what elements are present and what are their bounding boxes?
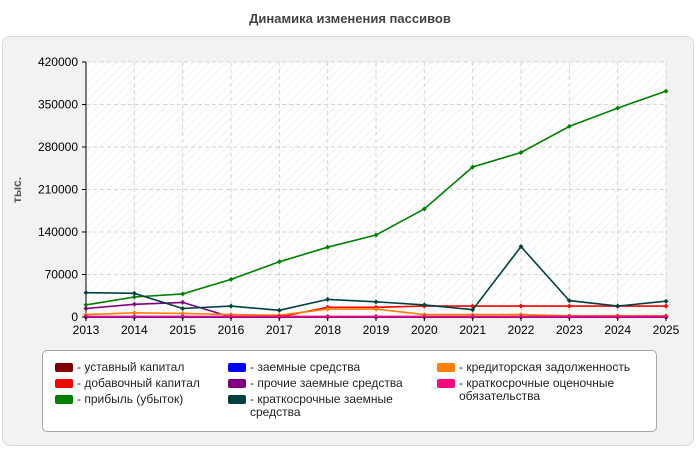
- y-tick-label: 420000: [38, 55, 78, 69]
- legend: - уставный капитал - заемные средства - кр…: [42, 350, 657, 432]
- legend-item: - прочие заемные средства: [228, 377, 418, 390]
- series-2-point: [663, 88, 669, 94]
- legend-item: - краткосрочные оценочные обязательства: [437, 377, 652, 403]
- series-6-point: [373, 306, 379, 312]
- x-tick-label: 2015: [169, 323, 196, 337]
- y-tick-label: 0: [71, 310, 78, 324]
- legend-label: - уставный капитал: [77, 360, 185, 374]
- x-tick-label: 2021: [459, 323, 486, 337]
- legend-swatch: [228, 395, 246, 404]
- x-tick-label: 2019: [363, 323, 390, 337]
- series-2-point: [518, 149, 524, 155]
- series-5-point: [663, 298, 669, 304]
- series-4-point: [83, 306, 89, 311]
- legend-label: - краткосрочные оценочные обязательства: [459, 376, 615, 403]
- y-tick-label: 350000: [38, 98, 78, 112]
- series-7-point: [663, 313, 669, 319]
- x-tick-label: 2020: [411, 323, 438, 337]
- series-5-point: [180, 306, 186, 311]
- series-2-point: [615, 105, 621, 111]
- legend-item: - прибыль (убыток): [55, 393, 245, 406]
- series-7-point: [615, 313, 621, 319]
- legend-swatch: [437, 379, 455, 388]
- legend-swatch: [228, 363, 246, 372]
- series-1-point: [518, 303, 524, 309]
- series-2-point: [83, 302, 89, 308]
- series-2-point: [180, 291, 186, 297]
- series-4-point: [180, 299, 186, 305]
- y-tick-label: 210000: [38, 183, 78, 197]
- x-tick-label: 2023: [556, 323, 583, 337]
- legend-label: - прочие заемные средства: [250, 376, 403, 390]
- series-5-point: [83, 290, 89, 296]
- series-5-point: [421, 302, 427, 308]
- legend-label: - прибыль (убыток): [77, 392, 184, 406]
- y-tick-label: 280000: [38, 140, 78, 154]
- series-2-point: [470, 164, 476, 170]
- series-5-point: [615, 303, 621, 309]
- series-7-point: [131, 313, 137, 319]
- series-7-point: [470, 313, 476, 319]
- series-7-point: [180, 313, 186, 319]
- x-tick-label: 2018: [314, 323, 341, 337]
- legend-swatch: [228, 379, 246, 388]
- x-tick-label: 2022: [508, 323, 535, 337]
- legend-label: - заемные средства: [250, 360, 361, 374]
- series-7-point: [566, 313, 572, 319]
- series-5-point: [373, 299, 379, 305]
- series-4-point: [131, 301, 137, 307]
- series-2-point: [228, 276, 234, 282]
- series-7-point: [421, 313, 427, 319]
- legend-swatch: [55, 395, 73, 404]
- series-5-point: [470, 307, 476, 313]
- series-7-point: [373, 313, 379, 319]
- series-7-point: [518, 313, 524, 319]
- legend-item: - добавочный капитал: [55, 377, 245, 390]
- series-2-point: [131, 294, 137, 300]
- x-tick-label: 2013: [73, 323, 100, 337]
- series-5-point: [228, 303, 234, 309]
- series-7-point: [228, 313, 234, 319]
- legend-item: - уставный капитал: [55, 361, 245, 374]
- series-6-point: [180, 310, 186, 316]
- legend-item: - кредиторская задолженность: [437, 361, 652, 374]
- x-tick-label: 2016: [218, 323, 245, 337]
- series-5-point: [276, 307, 282, 313]
- series-5-point: [518, 244, 524, 250]
- series-6-point: [325, 306, 331, 312]
- x-tick-label: 2014: [121, 323, 148, 337]
- legend-item: - краткосрочные заемные средства: [228, 393, 418, 419]
- series-2-point: [276, 259, 282, 265]
- series-7-point: [83, 313, 89, 319]
- series-6-point: [131, 310, 137, 316]
- x-tick-label: 2024: [604, 323, 631, 337]
- series-1-point: [663, 303, 669, 309]
- series-2-point: [325, 244, 331, 250]
- series-2-point: [566, 123, 572, 129]
- series-7-point: [276, 313, 282, 319]
- series-1-point: [566, 303, 572, 309]
- x-tick-label: 2025: [653, 323, 680, 337]
- series-5-point: [325, 296, 331, 302]
- x-tick-label: 2017: [266, 323, 293, 337]
- legend-swatch: [437, 363, 455, 372]
- series-2-point: [421, 206, 427, 212]
- y-axis-label: тыс.: [10, 177, 24, 203]
- series-2-point: [373, 232, 379, 238]
- series-7-point: [325, 313, 331, 319]
- legend-label: - краткосрочные заемные средства: [250, 392, 393, 419]
- series-5-point: [131, 290, 137, 296]
- legend-swatch: [55, 363, 73, 372]
- y-tick-label: 140000: [38, 225, 78, 239]
- chart-title: Динамика изменения пассивов: [249, 11, 451, 26]
- legend-label: - добавочный капитал: [77, 376, 200, 390]
- legend-label: - кредиторская задолженность: [459, 360, 631, 374]
- y-tick-label: 70000: [45, 268, 79, 282]
- legend-swatch: [55, 379, 73, 388]
- series-5-point: [566, 298, 572, 304]
- legend-item: - заемные средства: [228, 361, 418, 374]
